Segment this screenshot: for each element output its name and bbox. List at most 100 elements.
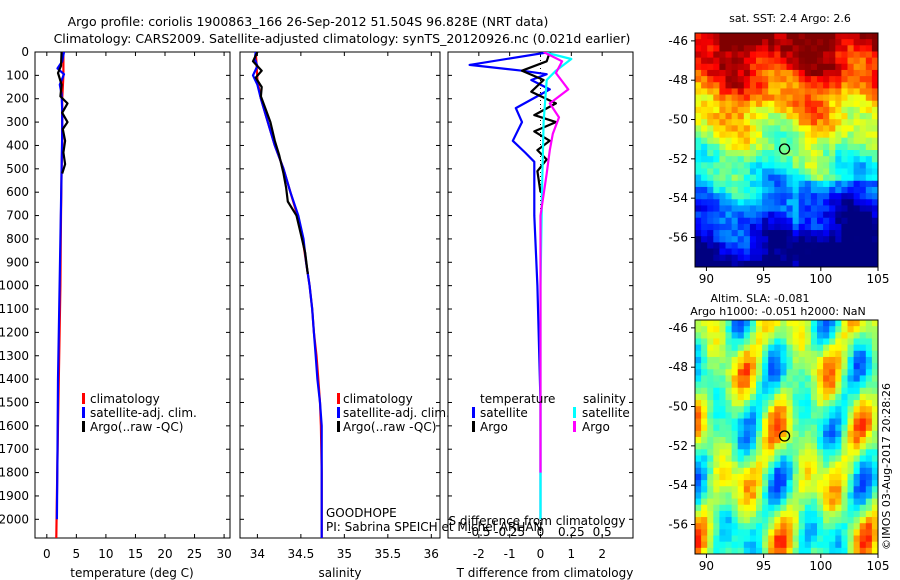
header-line-1: Argo profile: coriolis 1900863_166 26-Se… bbox=[68, 14, 549, 29]
y-tick-label: -50 bbox=[668, 400, 688, 414]
map-cell bbox=[749, 338, 757, 346]
map-cell bbox=[719, 82, 727, 90]
map-cell bbox=[725, 76, 733, 83]
map-cell bbox=[829, 461, 836, 469]
map-cell bbox=[762, 443, 769, 450]
map-cell bbox=[853, 254, 861, 262]
map-cell bbox=[810, 320, 818, 327]
map-cell bbox=[695, 125, 702, 133]
map-cell bbox=[719, 412, 727, 420]
map-cell bbox=[853, 344, 861, 352]
map-cell bbox=[780, 338, 788, 346]
map-cell bbox=[756, 217, 763, 225]
map-cell bbox=[707, 387, 714, 395]
map-cell bbox=[871, 254, 878, 262]
map-cell bbox=[756, 168, 763, 176]
map-cell bbox=[835, 443, 842, 450]
map-cell bbox=[810, 443, 818, 450]
map-cell bbox=[725, 504, 733, 512]
map-cell bbox=[786, 486, 794, 494]
map-cell bbox=[774, 486, 781, 494]
map-cell bbox=[823, 57, 830, 65]
map-cell bbox=[713, 106, 720, 114]
map-cell bbox=[841, 230, 849, 237]
map-cell bbox=[695, 375, 702, 383]
map-cell bbox=[871, 106, 878, 114]
map-cell bbox=[853, 63, 861, 71]
map-cell bbox=[768, 260, 775, 267]
map-cell bbox=[847, 412, 855, 420]
map-cell bbox=[768, 242, 775, 250]
map-cell bbox=[792, 424, 800, 432]
map-cell bbox=[713, 504, 720, 512]
y-tick-label: 1400 bbox=[0, 372, 29, 386]
map-cell bbox=[841, 143, 849, 151]
map-cell bbox=[859, 387, 867, 395]
map-cell bbox=[835, 455, 842, 463]
map-cell bbox=[719, 326, 727, 333]
map-cell bbox=[786, 168, 794, 176]
map-cell bbox=[774, 199, 781, 207]
x-tick-label: 90 bbox=[699, 559, 714, 573]
map-cell bbox=[768, 424, 775, 432]
map-cell bbox=[725, 498, 733, 506]
map-cell bbox=[798, 547, 806, 554]
map-cell bbox=[786, 63, 794, 71]
map-cell bbox=[743, 168, 751, 176]
map-cell bbox=[859, 137, 867, 145]
map-cell bbox=[841, 162, 849, 170]
map-cell bbox=[695, 455, 702, 463]
map-cell bbox=[749, 381, 757, 389]
map-cell bbox=[786, 356, 794, 364]
map-cell bbox=[701, 510, 708, 518]
map-cell bbox=[786, 387, 794, 395]
map-cell bbox=[701, 82, 708, 90]
y-tick-label: 800 bbox=[6, 232, 29, 246]
map-cell bbox=[829, 480, 836, 487]
map-cell bbox=[865, 230, 873, 237]
map-cell bbox=[725, 217, 733, 225]
map-cell bbox=[737, 461, 745, 469]
map-cell bbox=[865, 51, 873, 59]
map-cell bbox=[707, 125, 714, 133]
map-cell bbox=[743, 39, 751, 46]
map-cell bbox=[731, 45, 739, 53]
map-cell bbox=[810, 150, 818, 157]
map-cell bbox=[835, 498, 842, 506]
map-cell bbox=[695, 510, 702, 518]
map-cell bbox=[786, 492, 794, 500]
map-cell bbox=[768, 541, 775, 549]
map-cell bbox=[804, 211, 812, 219]
map-cell bbox=[847, 119, 855, 126]
map-cell bbox=[810, 125, 818, 133]
map-cell bbox=[725, 363, 733, 370]
map-cell bbox=[798, 94, 806, 102]
map-cell bbox=[725, 461, 733, 469]
map-cell bbox=[804, 248, 812, 256]
map-cell bbox=[859, 131, 867, 139]
map-cell bbox=[719, 523, 727, 530]
map-cell bbox=[786, 393, 794, 401]
map-cell bbox=[749, 131, 757, 139]
map-cell bbox=[786, 205, 794, 213]
map-cell bbox=[841, 437, 849, 444]
salinity-xlabel: salinity bbox=[318, 566, 361, 580]
map-cell bbox=[810, 33, 818, 40]
map-cell bbox=[823, 412, 830, 420]
map-cell bbox=[695, 254, 702, 262]
map-cell bbox=[835, 131, 842, 139]
map-cell bbox=[841, 199, 849, 207]
map-cell bbox=[817, 363, 824, 370]
map-cell bbox=[847, 254, 855, 262]
map-cell bbox=[798, 199, 806, 207]
map-cell bbox=[871, 387, 878, 395]
map-cell bbox=[859, 381, 867, 389]
sla-map-heatmap bbox=[695, 320, 878, 554]
map-cell bbox=[786, 248, 794, 256]
map-cell bbox=[853, 193, 861, 200]
map-cell bbox=[810, 424, 818, 432]
map-cell bbox=[829, 199, 836, 207]
map-cell bbox=[707, 106, 714, 114]
map-cell bbox=[713, 82, 720, 90]
map-cell bbox=[841, 393, 849, 401]
